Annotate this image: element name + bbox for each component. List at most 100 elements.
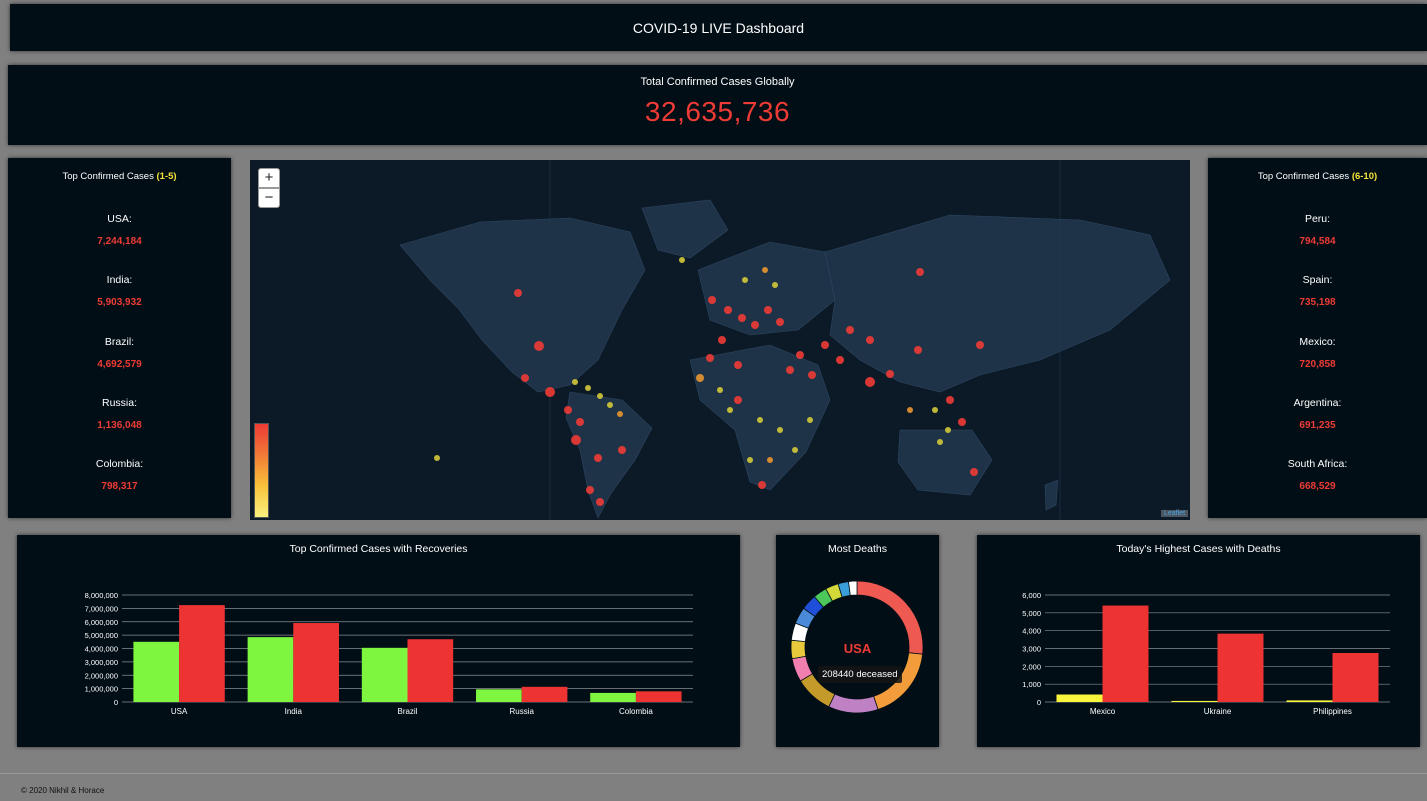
bar[interactable]: [635, 691, 682, 702]
bar[interactable]: [1056, 694, 1103, 702]
case-marker[interactable]: [572, 379, 578, 385]
bar[interactable]: [476, 689, 522, 702]
case-marker[interactable]: [718, 336, 726, 344]
case-marker[interactable]: [521, 374, 529, 382]
case-marker[interactable]: [514, 289, 522, 297]
case-marker[interactable]: [618, 446, 626, 454]
case-marker[interactable]: [772, 282, 778, 288]
case-marker[interactable]: [434, 455, 440, 461]
bar[interactable]: [361, 647, 408, 702]
case-marker[interactable]: [776, 318, 784, 326]
case-marker[interactable]: [758, 481, 766, 489]
world-map[interactable]: [250, 160, 1190, 520]
y-tick-label: 4,000,000: [85, 645, 118, 654]
south-america: [565, 391, 653, 519]
case-marker[interactable]: [708, 296, 716, 304]
bar[interactable]: [407, 639, 454, 702]
case-marker[interactable]: [916, 268, 924, 276]
case-marker[interactable]: [907, 407, 913, 413]
case-marker[interactable]: [597, 393, 603, 399]
case-marker[interactable]: [734, 361, 742, 369]
case-marker[interactable]: [945, 427, 951, 433]
case-marker[interactable]: [571, 435, 581, 445]
case-marker[interactable]: [946, 396, 954, 404]
australia: [897, 429, 993, 496]
case-marker[interactable]: [696, 374, 704, 382]
bar[interactable]: [133, 641, 180, 702]
case-marker[interactable]: [585, 385, 591, 391]
case-marker[interactable]: [596, 498, 604, 506]
list-item: Russia: 1,136,048: [8, 397, 231, 458]
bar[interactable]: [1102, 605, 1149, 702]
bar[interactable]: [1217, 633, 1264, 702]
zoom-in-button[interactable]: +: [258, 168, 280, 188]
case-marker[interactable]: [836, 356, 844, 364]
bar[interactable]: [590, 692, 636, 702]
case-marker[interactable]: [717, 387, 723, 393]
case-marker[interactable]: [757, 417, 763, 423]
case-marker[interactable]: [679, 257, 685, 263]
case-marker[interactable]: [586, 486, 594, 494]
case-marker[interactable]: [865, 377, 875, 387]
donut-slice[interactable]: [848, 580, 858, 596]
case-marker[interactable]: [914, 346, 922, 354]
case-marker[interactable]: [734, 396, 742, 404]
case-marker[interactable]: [866, 336, 874, 344]
case-marker[interactable]: [764, 306, 772, 314]
case-marker[interactable]: [545, 387, 555, 397]
y-tick-label: 6,000: [1022, 591, 1041, 600]
case-marker[interactable]: [742, 277, 748, 283]
case-marker[interactable]: [576, 418, 584, 426]
bar[interactable]: [1332, 652, 1379, 702]
bar[interactable]: [521, 686, 568, 702]
country-cases: 794,584: [1299, 236, 1336, 247]
case-marker[interactable]: [617, 411, 623, 417]
case-marker[interactable]: [534, 341, 544, 351]
case-marker[interactable]: [738, 314, 746, 322]
case-marker[interactable]: [706, 354, 714, 362]
case-markers[interactable]: [434, 257, 984, 506]
case-marker[interactable]: [792, 447, 798, 453]
bar[interactable]: [293, 623, 339, 702]
y-tick-label: 1,000,000: [85, 685, 118, 694]
case-marker[interactable]: [607, 402, 613, 408]
leaflet-attribution-link[interactable]: Leaflet: [1161, 510, 1189, 517]
case-marker[interactable]: [751, 321, 759, 329]
case-marker[interactable]: [724, 306, 732, 314]
map-canvas[interactable]: [250, 160, 1190, 520]
case-marker[interactable]: [786, 366, 794, 374]
north-america: [399, 217, 646, 393]
case-marker[interactable]: [886, 370, 894, 378]
case-marker[interactable]: [846, 326, 854, 334]
country-name: South Africa:: [1287, 458, 1348, 471]
case-marker[interactable]: [958, 418, 966, 426]
case-marker[interactable]: [976, 341, 984, 349]
case-marker[interactable]: [777, 427, 783, 433]
recoveries-bar-chart[interactable]: 0 1,000,000 2,000,000 3,000,000 4,000,000 5,0…: [17, 535, 740, 747]
case-marker[interactable]: [821, 341, 829, 349]
case-marker[interactable]: [808, 371, 816, 379]
case-marker[interactable]: [932, 407, 938, 413]
case-marker[interactable]: [970, 468, 978, 476]
case-marker[interactable]: [727, 407, 733, 413]
case-marker[interactable]: [762, 267, 768, 273]
today-bar-chart[interactable]: 0 1,000 2,000 3,000 4,000 5,000 6,000 Mexico Ukr…: [977, 535, 1420, 747]
y-tick-label: 0: [114, 698, 118, 707]
case-marker[interactable]: [747, 457, 753, 463]
case-marker[interactable]: [796, 351, 804, 359]
case-marker[interactable]: [807, 417, 813, 423]
case-marker[interactable]: [564, 406, 572, 414]
case-marker[interactable]: [767, 457, 773, 463]
bar[interactable]: [179, 605, 225, 702]
bar[interactable]: [247, 637, 294, 702]
bar[interactable]: [1171, 700, 1218, 702]
zoom-out-button[interactable]: −: [258, 188, 280, 208]
deaths-donut-chart[interactable]: [776, 535, 939, 747]
case-marker[interactable]: [937, 439, 943, 445]
case-marker[interactable]: [594, 454, 602, 462]
donut-slice[interactable]: [828, 693, 879, 714]
donut-tooltip: 208440 deceased: [818, 666, 902, 683]
country-cases: 691,235: [1299, 419, 1336, 431]
bar[interactable]: [1286, 700, 1333, 702]
y-tick-label: 0: [1037, 698, 1041, 707]
